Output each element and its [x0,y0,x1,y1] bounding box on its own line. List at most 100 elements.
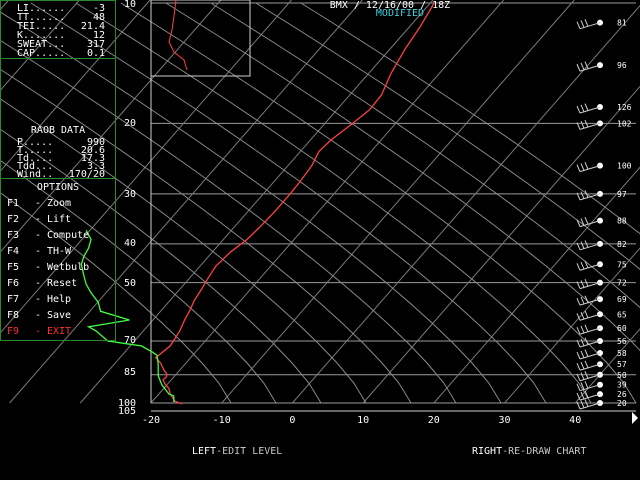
option-key: F9 [7,326,20,337]
wind-barb-flag [576,63,581,72]
raob-value: 17.3 [80,153,105,164]
wind-barb-flag [584,119,589,128]
redraw-chart-hint[interactable]: RIGHT-RE-DRAW CHART [472,446,586,457]
wind-barb-staff [579,327,601,335]
option-wetbulb[interactable]: F5 - Wetbulb [7,262,89,274]
wind-speed-label: 56 [617,337,627,346]
wind-speed-label: 75 [617,260,627,269]
raob-label: Tdd... [17,161,54,172]
wind-barb-flag [580,296,585,305]
index-value: -3 [92,3,105,14]
index-value: 0.1 [86,48,105,59]
raob-row: Tdd... 3.3 [7,161,109,172]
wind-barb-flag [584,324,589,332]
hodograph-inset [150,0,251,77]
isotherm-line [433,166,640,404]
wind-barb-flag [576,363,581,371]
option-label: EXIT [47,326,72,337]
option-zoom[interactable]: F1 - Zoom [7,198,71,210]
wind-barb-flag [580,121,585,129]
wind-barb-staff [579,106,601,114]
wind-speed-label: 60 [617,324,627,333]
wind-barb-staff [579,282,601,290]
wind-barb-staff [579,402,601,410]
left-click-desc: -EDIT LEVEL [216,446,283,457]
raob-label: Td.... [17,153,54,164]
isotherm-line [362,85,640,404]
index-row: CAP..... 0.1 [7,48,109,59]
dry-adiabat-line [30,2,547,404]
option-label: TH-W [47,246,72,257]
index-value: 317 [86,39,105,50]
raob-value: 20.6 [80,145,105,156]
wind-barb-flag [584,349,589,357]
wind-speed-label: 126 [617,103,632,112]
option-key: F3 [7,230,20,241]
pressure-tick-label: 20 [124,118,136,129]
option-exit[interactable]: F9 - EXIT [7,326,71,338]
options-panel: OPTIONS F1- Zoom F2- Lift F3- Compute F4- TH-W F… [0,178,116,341]
wind-speed-label: 20 [617,399,627,408]
wind-speed-label: 26 [617,390,627,399]
dewpoint-trace [80,229,175,403]
wind-barb-flag [584,190,589,198]
option-th-w[interactable]: F4 - TH-W [7,246,71,258]
wind-speed-label: 72 [617,279,627,288]
option-compute[interactable]: F3 - Compute [7,230,89,242]
option-label: Zoom [47,198,72,209]
wind-barb-flag [584,240,589,248]
raob-value: 990 [86,137,105,148]
wind-barb-flag [580,391,585,400]
wind-barb-flag [576,105,581,114]
wind-barb-flag [580,280,585,288]
wind-barb-flag [580,311,585,320]
raob-label: P..... [17,137,54,148]
wind-barb-flag [580,218,585,226]
dry-adiabat-line [0,159,277,404]
raob-value: 3.3 [86,161,105,172]
option-separator: - [34,230,42,241]
isotherm-line [292,4,640,404]
edit-level-hint[interactable]: LEFT-EDIT LEVEL [192,446,282,457]
pressure-tick-label: 100 [118,398,136,409]
wind-barb-flag [584,390,589,398]
wind-barb-staff [579,243,601,251]
wind-speed-label: 69 [617,295,627,304]
raob-label: T..... [17,145,54,156]
wind-speed-label: 57 [617,360,627,369]
wind-barb-flag [580,400,585,408]
isotherm-line [221,0,575,404]
wind-barb-flag [576,297,581,306]
temperature-tick-label: 10 [357,415,369,426]
dry-adiabat-line [210,2,640,309]
index-row: LI...... -3 [7,3,109,14]
wind-barb-flag [580,361,585,370]
dry-adiabat-line [255,2,640,270]
raob-title: RAOB DATA [30,125,86,136]
wind-barb-flag [576,263,581,271]
temperature-tick-label: -20 [142,415,160,426]
temperature-tick-label: 20 [428,415,440,426]
wind-barb-staff [579,313,601,321]
option-save[interactable]: F8 - Save [7,310,71,322]
isotherm-line [574,328,640,404]
option-separator: - [34,294,42,305]
option-help[interactable]: F7 - Help [7,294,71,306]
option-reset[interactable]: F6 - Reset [7,278,77,290]
wind-barb-staff [579,263,601,271]
option-key: F2 [7,214,20,225]
hodograph-frame [150,0,251,77]
wind-barb-flag [580,350,585,359]
wind-barb-flag [584,103,589,111]
station-title: BMX / 12/16/00 / 18Z [330,0,450,11]
wind-speed-label: 82 [617,240,627,249]
isotherm-line [0,0,222,254]
wind-barb-staff [579,374,601,382]
wind-barb-staff [579,220,601,228]
wind-barb-flag [584,295,589,303]
dry-adiabat-line [0,98,367,404]
axis-arrow-icon [632,412,638,424]
wind-barb-staff [579,340,601,348]
option-lift[interactable]: F2 - Lift [7,214,71,226]
